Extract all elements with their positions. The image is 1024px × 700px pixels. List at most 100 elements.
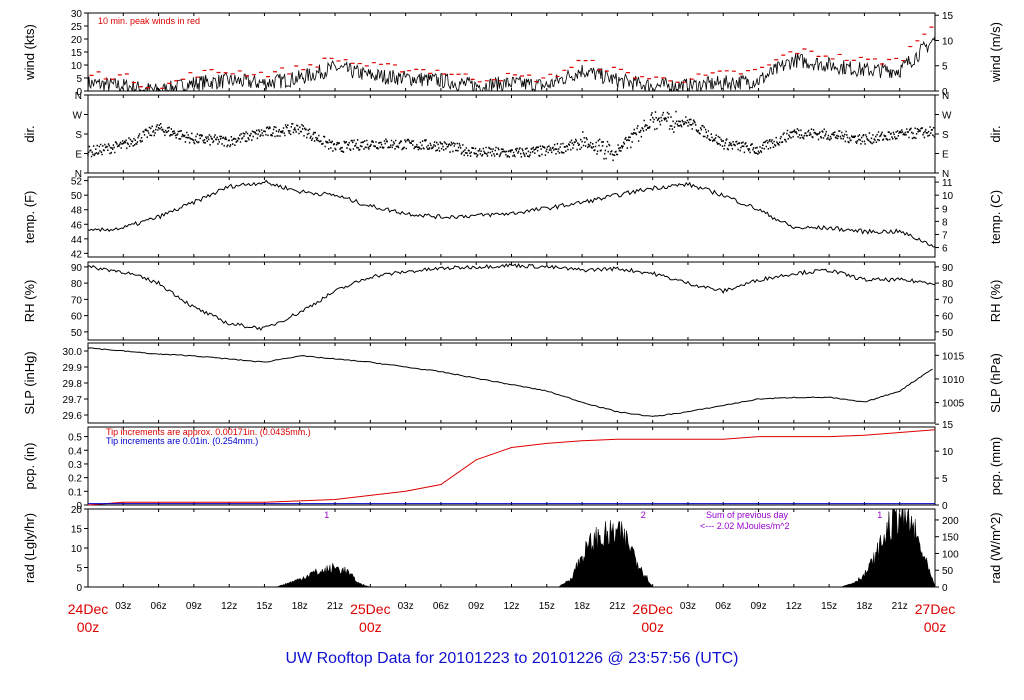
y-tick-label-left: 0.1 — [68, 487, 82, 498]
y-tick-label-left: 70 — [71, 295, 83, 306]
y-tick-label-right: W — [942, 111, 952, 122]
precip-fine-line — [87, 429, 936, 506]
y-tick-label-left: 5 — [76, 564, 82, 575]
y-axis-label-right: SLP (hPa) — [988, 353, 1003, 413]
y-tick-label-right: 200 — [942, 516, 959, 527]
x-tick-label: 09z — [750, 601, 766, 612]
y-tick-label-right: 70 — [942, 295, 954, 306]
panel-dir: dir. dir.N NW WS SE EN N — [22, 91, 1003, 180]
y-axis-label-left: SLP (inHg) — [22, 351, 37, 414]
rh-line — [87, 263, 936, 331]
y-tick-label-left: 29.9 — [63, 363, 83, 374]
y-axis-label-left: rad (Lgly/hr) — [22, 513, 37, 583]
panel-wind: wind (kts) wind (m/s) 0 5 10 15 20 25 30 0 5 10 15 10… — [22, 9, 1003, 98]
y-tick-label-right: 1015 — [942, 351, 965, 362]
y-tick-label-left: 48 — [71, 206, 83, 217]
y-tick-label-left: 0 — [76, 501, 82, 512]
x-tick-label: 03z — [680, 601, 696, 612]
y-tick-label-right: 1005 — [942, 399, 965, 410]
y-tick-label-right: 0 — [942, 87, 948, 98]
y-tick-label-left: W — [73, 111, 83, 122]
y-tick-label-right: 10 — [942, 36, 954, 47]
y-tick-label-right: 1010 — [942, 375, 965, 386]
wind-peak-markers — [89, 26, 934, 89]
y-tick-label-right: 80 — [942, 279, 954, 290]
x-day-label: 26Dec — [632, 601, 672, 617]
y-axis-label-left: wind (kts) — [22, 24, 37, 81]
x-tick-label: 18z — [574, 601, 590, 612]
y-tick-label-left: 46 — [71, 220, 83, 231]
y-tick-label-right: E — [942, 150, 949, 161]
footer-title: UW Rooftop Data for 20101223 to 20101226… — [285, 650, 739, 667]
y-tick-label-left: 42 — [71, 249, 83, 260]
panel-temp: temp. (F) temp. (C) 42 44 46 48 50 52 6 7 8 9 10 11 — [22, 176, 1003, 260]
x-day-label: 27Dec — [915, 601, 955, 617]
y-axis-label-right: wind (m/s) — [988, 22, 1003, 83]
y-tick-label-right: S — [942, 130, 949, 141]
y-tick-label-left: N — [75, 169, 82, 180]
y-tick-label-left: 50 — [71, 191, 83, 202]
y-tick-label-left: 0.4 — [68, 446, 82, 457]
y-tick-label-left: 29.8 — [63, 379, 83, 390]
y-axis-label-right: rad (W/m^2) — [988, 512, 1003, 583]
y-tick-label-left: 52 — [71, 177, 83, 188]
y-tick-label-left: 0 — [76, 583, 82, 594]
day-marker: 1 — [324, 510, 329, 520]
y-axis-label-right: dir. — [988, 125, 1003, 142]
temperature-line — [87, 179, 936, 248]
panel-rad: rad (Lgly/hr) rad (W/m^2)0510152005010015… — [22, 505, 1003, 594]
x-tick-label: 06z — [433, 601, 449, 612]
x-tick-label: 03z — [398, 601, 414, 612]
y-tick-label-left: 5 — [76, 74, 82, 85]
x-tick-label: 06z — [715, 601, 731, 612]
x-tick-label: 09z — [186, 601, 202, 612]
y-tick-label-right: 5 — [942, 474, 948, 485]
y-tick-label-right: 150 — [942, 533, 959, 544]
y-tick-label-right: 60 — [942, 312, 954, 323]
x-day-label: 24Dec — [68, 601, 108, 617]
y-tick-label-left: 10 — [71, 61, 83, 72]
y-axis-label-right: pcp. (mm) — [988, 437, 1003, 496]
radiation-note-value: <--- 2.02 MJoules/m^2 — [700, 521, 790, 531]
day-marker: 2 — [641, 510, 646, 520]
x-tick-label: 21z — [609, 601, 625, 612]
y-tick-label-left: 15 — [71, 525, 83, 536]
x-tick-label: 09z — [468, 601, 484, 612]
y-tick-label-left: 60 — [71, 312, 83, 323]
y-axis-label-left: temp. (F) — [22, 191, 37, 244]
y-tick-label-left: 50 — [71, 328, 83, 339]
x-tick-label: 15z — [821, 601, 837, 612]
y-tick-label-right: 0 — [942, 501, 948, 512]
x-tick-label: 21z — [892, 601, 908, 612]
x-tick-label: 12z — [503, 601, 519, 612]
y-tick-label-left: 90 — [71, 263, 83, 274]
y-axis-label-right: temp. (C) — [988, 190, 1003, 244]
y-tick-label-left: 0.5 — [68, 433, 82, 444]
x-day-time-label: 00z — [641, 619, 664, 635]
x-tick-label: 18z — [856, 601, 872, 612]
y-tick-label-left: N — [75, 91, 82, 102]
y-tick-label-right: 10 — [942, 191, 954, 202]
precip-legend-coarse: Tip increments are 0.01in. (0.254mm.) — [106, 436, 258, 446]
y-tick-label-left: 80 — [71, 279, 83, 290]
y-tick-label-right: 6 — [942, 244, 948, 255]
y-tick-label-left: E — [75, 150, 82, 161]
x-tick-label: 21z — [327, 601, 343, 612]
y-tick-label-left: 0 — [76, 87, 82, 98]
y-axis-label-right: RH (%) — [988, 280, 1003, 323]
panel-slp: SLP (inHg) SLP (hPa) 29.6 29.7 29.8 29.9 30.0 1… — [22, 342, 1003, 424]
y-tick-label-left: 30.0 — [63, 347, 83, 358]
y-tick-label-right: N — [942, 91, 949, 102]
x-day-time-label: 00z — [924, 619, 947, 635]
y-tick-label-right: 0 — [942, 583, 948, 594]
radiation-area — [88, 508, 936, 588]
y-axis-label-left: dir. — [22, 125, 37, 142]
wind-annotation: 10 min. peak winds in red — [98, 16, 200, 26]
y-tick-label-left: 29.7 — [63, 395, 83, 406]
precip-legend-fine: Tip increments are approx. 0.00171in. (0… — [106, 427, 311, 437]
panel-rh: RH (%) RH (%) 50 60 70 80 90 50 60 70 80 90 — [22, 261, 1003, 341]
y-tick-label-left: 25 — [71, 22, 83, 33]
wind-speed-line — [87, 35, 936, 93]
y-tick-label-left: 30 — [71, 9, 83, 20]
